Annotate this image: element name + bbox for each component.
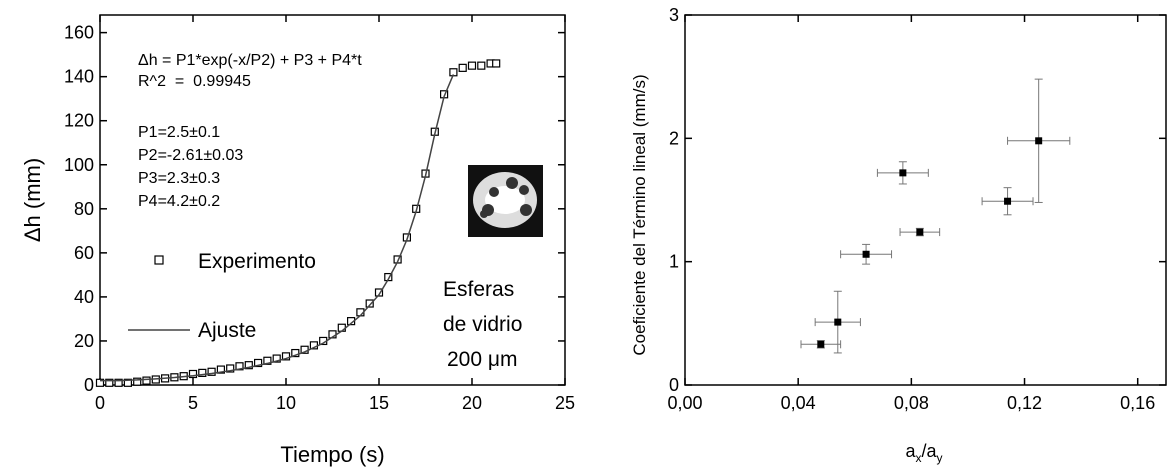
data-point <box>95 378 105 387</box>
x-axis-label: ax/ay <box>906 441 943 465</box>
y-tick-label: 20 <box>74 331 94 351</box>
fit-r2: R^2 = 0.99945 <box>138 73 251 90</box>
data-point <box>133 377 142 386</box>
legend-label: Experimento <box>198 250 316 273</box>
data-point <box>254 358 263 368</box>
data-point <box>374 288 384 297</box>
data-point <box>458 63 467 72</box>
inset-photo <box>468 165 543 237</box>
legend-label: Ajuste <box>198 319 256 342</box>
fit-parameter: P1=2.5±0.1 <box>138 124 220 141</box>
x-tick-label: 20 <box>462 393 482 413</box>
data-point <box>226 364 235 373</box>
y-tick-label: 3 <box>669 5 679 25</box>
x-tick-label: 0,08 <box>894 393 929 413</box>
x-tick-label: 0,04 <box>781 393 816 413</box>
data-point <box>834 318 842 326</box>
x-axis-label-part: a <box>906 441 917 461</box>
sample-note: de vidrio <box>443 313 522 336</box>
y-tick-label: 160 <box>64 23 94 43</box>
fit-equation: Δh = P1*exp(-x/P2) + P3 + P4*t <box>138 52 362 69</box>
x-axis-label-part: y <box>937 451 943 465</box>
x-tick-label: 0,16 <box>1120 393 1155 413</box>
sample-note: Esferas <box>443 278 514 301</box>
x-tick-label: 0,12 <box>1007 393 1042 413</box>
data-point <box>244 361 253 370</box>
y-tick-label: 120 <box>64 111 94 131</box>
x-axis-label: Tiempo (s) <box>280 442 384 467</box>
y-tick-label: 140 <box>64 67 94 87</box>
x-tick-label: 0,00 <box>667 393 702 413</box>
y-tick-label: 40 <box>74 287 94 307</box>
y-tick-label: 1 <box>669 252 679 272</box>
data-point <box>1004 197 1012 205</box>
sample-note: 200 μm <box>447 348 517 371</box>
data-point <box>365 299 374 308</box>
data-point <box>142 376 151 385</box>
data-point <box>123 378 133 387</box>
x-axis-label-part: x <box>916 451 922 465</box>
y-tick-label: 0 <box>669 375 679 395</box>
fit-parameter: P2=-2.61±0.03 <box>138 147 243 164</box>
data-point <box>198 368 207 377</box>
data-point <box>291 348 300 358</box>
plot-frame <box>684 14 1167 386</box>
data-point <box>272 354 281 363</box>
legend-swatch <box>154 255 164 265</box>
data-point <box>263 356 272 365</box>
data-point <box>1035 137 1043 145</box>
x-tick-label: 5 <box>188 393 198 413</box>
x-tick-label: 10 <box>276 393 296 413</box>
x-tick-label: 0 <box>95 393 105 413</box>
data-point <box>188 369 198 379</box>
data-point <box>862 250 870 258</box>
data-point <box>114 378 123 387</box>
y-tick-label: 2 <box>669 128 679 148</box>
data-point <box>467 61 477 70</box>
data-point <box>817 340 825 348</box>
data-point <box>281 352 291 361</box>
data-point <box>899 169 907 177</box>
data-point <box>207 367 216 376</box>
y-tick-label: 60 <box>74 243 94 263</box>
x-tick-label: 15 <box>369 393 389 413</box>
data-point <box>477 61 486 70</box>
data-point <box>916 228 924 236</box>
y-axis-label: Δh (mm) <box>20 158 45 242</box>
fit-line <box>100 74 455 382</box>
fit-parameter: P4=4.2±0.2 <box>138 193 220 210</box>
data-point <box>105 378 114 387</box>
data-point <box>492 59 501 68</box>
x-tick-label: 25 <box>555 393 575 413</box>
y-tick-label: 100 <box>64 155 94 175</box>
y-tick-label: 0 <box>84 375 94 395</box>
y-tick-label: 80 <box>74 199 94 219</box>
fit-parameter: P3=2.3±0.3 <box>138 170 220 187</box>
plot-frame <box>99 14 566 386</box>
x-axis-label-part: /a <box>922 441 938 461</box>
data-point <box>216 365 225 374</box>
y-axis-label: Coeficiente del Término lineal (mm/s) <box>630 74 649 355</box>
